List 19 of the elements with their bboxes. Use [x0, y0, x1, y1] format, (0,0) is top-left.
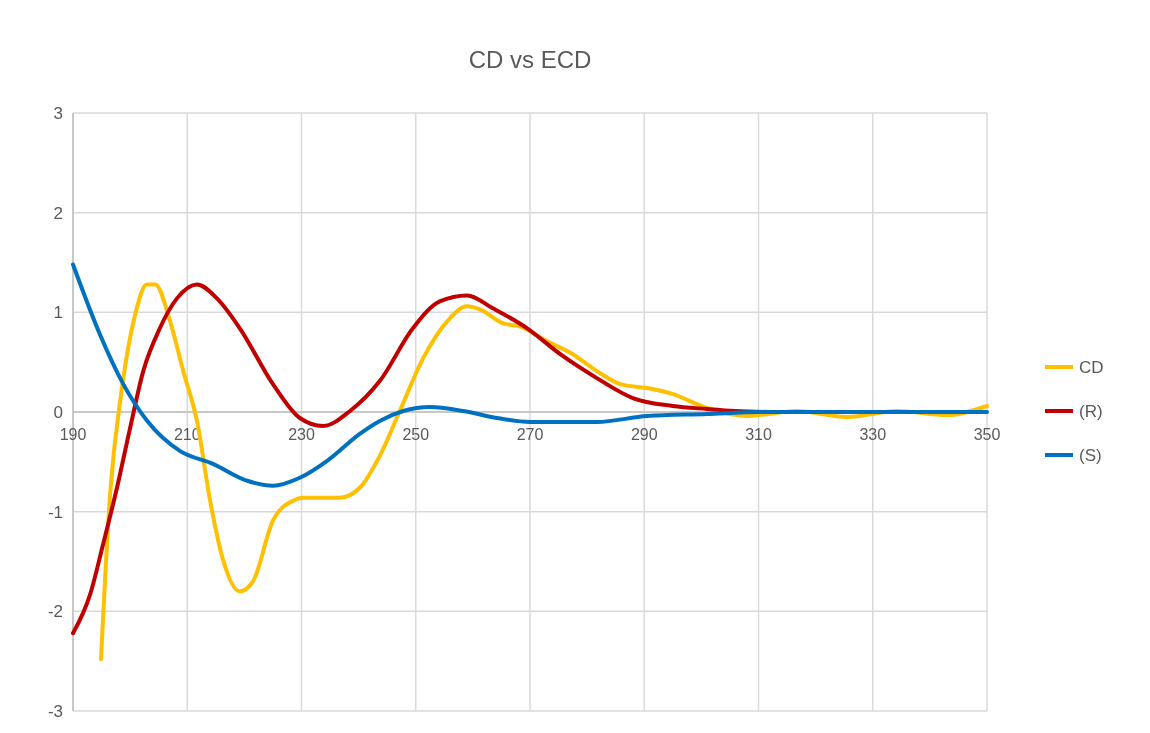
x-tick-label: 350 — [973, 426, 1001, 443]
x-tick-label: 330 — [859, 426, 887, 443]
legend-label: (R) — [1079, 401, 1103, 421]
y-tick-label: 3 — [53, 103, 63, 123]
legend-label: (S) — [1079, 445, 1102, 465]
y-tick-label: 2 — [53, 203, 63, 223]
legend-label: CD — [1079, 357, 1104, 377]
x-tick-label: 310 — [745, 426, 772, 443]
y-tick-label: 0 — [53, 402, 63, 422]
y-tick-label: -2 — [47, 602, 63, 622]
y-tick-label: -3 — [47, 701, 63, 721]
x-tick-label: 270 — [516, 426, 544, 443]
x-tick-label: 230 — [288, 426, 315, 443]
x-tick-label: 250 — [402, 426, 430, 443]
x-tick-label: 290 — [630, 426, 658, 443]
chart-title: CD vs ECD — [468, 46, 592, 73]
y-tick-label: -1 — [47, 502, 63, 522]
x-tick-label: 190 — [59, 426, 87, 443]
y-tick-label: 1 — [53, 303, 63, 323]
